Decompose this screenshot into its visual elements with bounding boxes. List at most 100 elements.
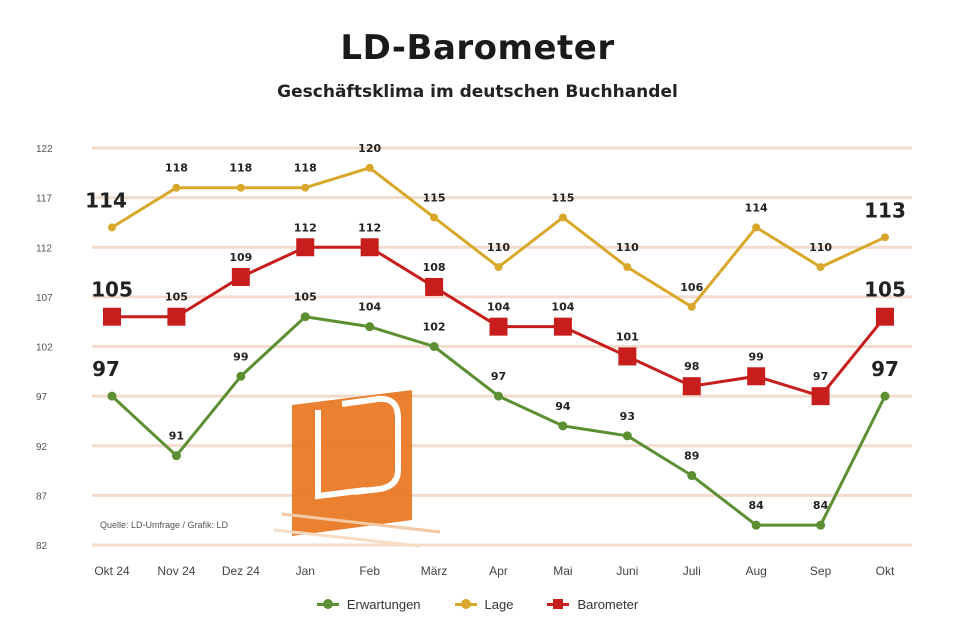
data-label: 114	[745, 201, 768, 214]
data-label: 97	[491, 370, 506, 383]
data-point	[236, 371, 246, 381]
x-tick-label: Dez 24	[222, 564, 260, 578]
y-tick-label: 122	[36, 144, 53, 155]
data-label: 101	[616, 330, 639, 343]
data-label: 115	[423, 191, 446, 204]
y-tick-label: 92	[36, 442, 48, 453]
data-label: 112	[358, 221, 381, 234]
x-tick-label: Juli	[683, 564, 701, 578]
data-label: 110	[616, 241, 639, 254]
data-label: 109	[229, 251, 252, 264]
data-point	[236, 183, 245, 192]
data-label: 105	[294, 291, 317, 304]
legend-swatch-lage	[454, 599, 477, 609]
data-label: 120	[358, 142, 381, 155]
data-label: 105	[864, 278, 906, 302]
data-label: 97	[92, 357, 120, 381]
data-point	[682, 377, 701, 396]
data-label: 99	[749, 350, 764, 363]
legend-label: Erwartungen	[346, 597, 421, 612]
y-tick-label: 107	[36, 293, 53, 304]
legend-item-erwartungen: Erwartungen	[316, 597, 421, 612]
x-tick-label: Mai	[553, 564, 572, 578]
data-label: 97	[871, 357, 899, 381]
data-point	[816, 520, 826, 530]
data-point	[494, 263, 503, 272]
data-point	[107, 391, 117, 401]
data-point	[494, 391, 503, 401]
y-tick-label: 82	[36, 541, 48, 552]
data-label: 84	[749, 499, 765, 512]
legend-swatch-barometer	[547, 599, 570, 609]
x-tick-label: Jan	[296, 564, 315, 578]
series-erwartungen: 97 91 99 105 104 102 97 94 93 89 84 84 97	[92, 291, 899, 530]
x-tick-label: Feb	[359, 564, 380, 578]
x-tick-label: Okt	[876, 564, 895, 578]
data-point	[876, 307, 894, 326]
legend-item-barometer: Barometer	[547, 597, 638, 612]
legend-label: Barometer	[577, 597, 639, 612]
data-point	[425, 277, 444, 296]
data-point	[747, 367, 766, 386]
legend-item-lage: Lage	[454, 597, 514, 612]
data-point	[811, 387, 830, 406]
data-label: 99	[233, 350, 248, 363]
source-note: Quelle: LD-Umfrage / Grafik: LD	[100, 520, 229, 530]
data-point	[103, 307, 121, 326]
data-point	[618, 347, 637, 366]
data-label: 118	[229, 162, 252, 175]
data-point	[429, 342, 439, 351]
x-tick-label: Apr	[489, 564, 508, 578]
data-label: 113	[864, 198, 906, 222]
data-point	[296, 238, 315, 257]
data-label: 104	[551, 301, 574, 314]
y-tick-label: 97	[36, 392, 48, 403]
data-point	[816, 263, 825, 272]
data-point	[558, 213, 567, 222]
data-point	[558, 421, 568, 431]
data-point	[687, 302, 696, 311]
data-point	[881, 233, 889, 242]
data-label: 105	[165, 291, 188, 304]
data-label: 91	[169, 430, 184, 443]
data-point	[489, 317, 508, 336]
data-label: 108	[423, 261, 446, 274]
y-tick-label: 112	[36, 243, 52, 254]
legend-label: Lage	[484, 597, 514, 612]
data-label: 115	[551, 191, 574, 204]
data-label: 84	[813, 499, 829, 512]
x-tick-label: Sep	[810, 564, 832, 578]
data-label: 94	[555, 400, 571, 413]
legend: Erwartungen Lage Barometer	[0, 597, 955, 612]
x-tick-label: Nov 24	[157, 564, 195, 578]
data-point	[752, 223, 761, 232]
y-axis-ticks: 82 87 92 97 102 107 112 117 122	[36, 144, 53, 552]
data-label: 97	[813, 370, 828, 383]
data-label: 110	[487, 241, 510, 254]
data-point	[687, 471, 697, 481]
grid-lines	[92, 146, 912, 547]
data-point	[430, 213, 439, 222]
data-point	[365, 163, 374, 172]
data-point	[172, 183, 181, 192]
data-point	[880, 391, 890, 401]
data-label: 98	[684, 360, 699, 373]
y-tick-label: 102	[36, 343, 53, 354]
data-label: 104	[358, 301, 381, 314]
data-point	[365, 322, 375, 332]
data-label: 105	[91, 278, 133, 302]
data-label: 102	[423, 321, 446, 334]
data-label: 118	[165, 162, 188, 175]
x-axis-ticks: Okt 24 Nov 24 Dez 24 Jan Feb März Apr Mai Juni Ju…	[94, 564, 895, 578]
data-label: 104	[487, 301, 510, 314]
x-tick-label: Juni	[616, 564, 638, 578]
data-point	[622, 431, 632, 441]
data-point	[623, 263, 632, 272]
data-point	[167, 307, 186, 326]
data-point	[360, 238, 379, 257]
data-label: 89	[684, 450, 699, 463]
data-label: 118	[294, 162, 317, 175]
x-tick-label: März	[421, 564, 448, 578]
